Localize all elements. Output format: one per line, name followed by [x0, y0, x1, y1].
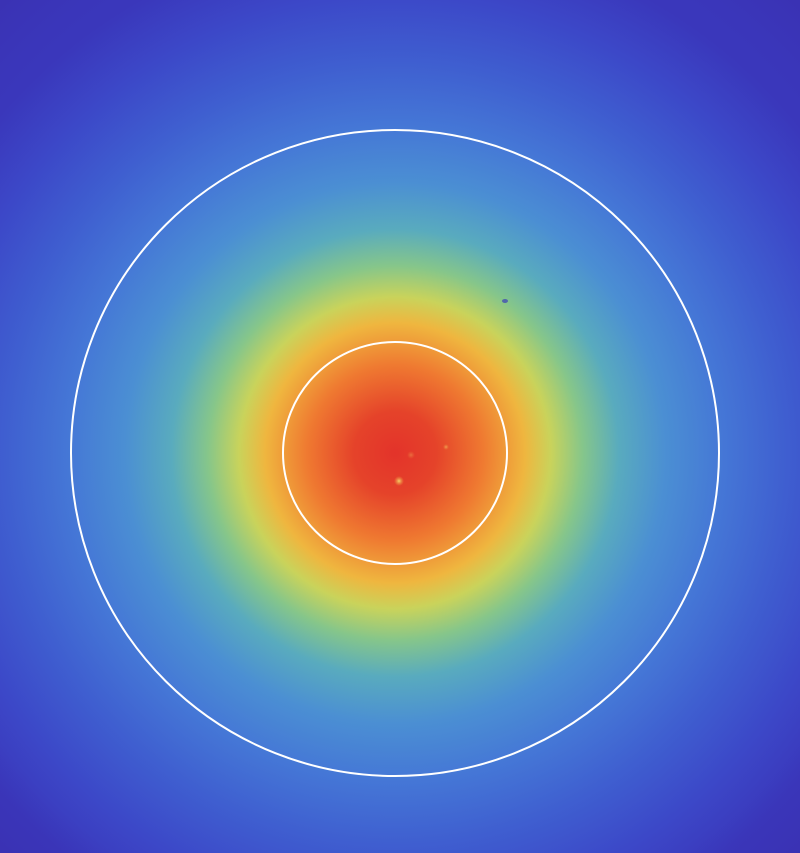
inner-overlay-circle	[282, 341, 508, 565]
bright-speck	[394, 476, 404, 486]
outer-overlay-circle	[70, 129, 720, 777]
bright-speck	[443, 444, 449, 450]
bright-speck	[407, 451, 415, 459]
dark-speck	[502, 299, 508, 303]
